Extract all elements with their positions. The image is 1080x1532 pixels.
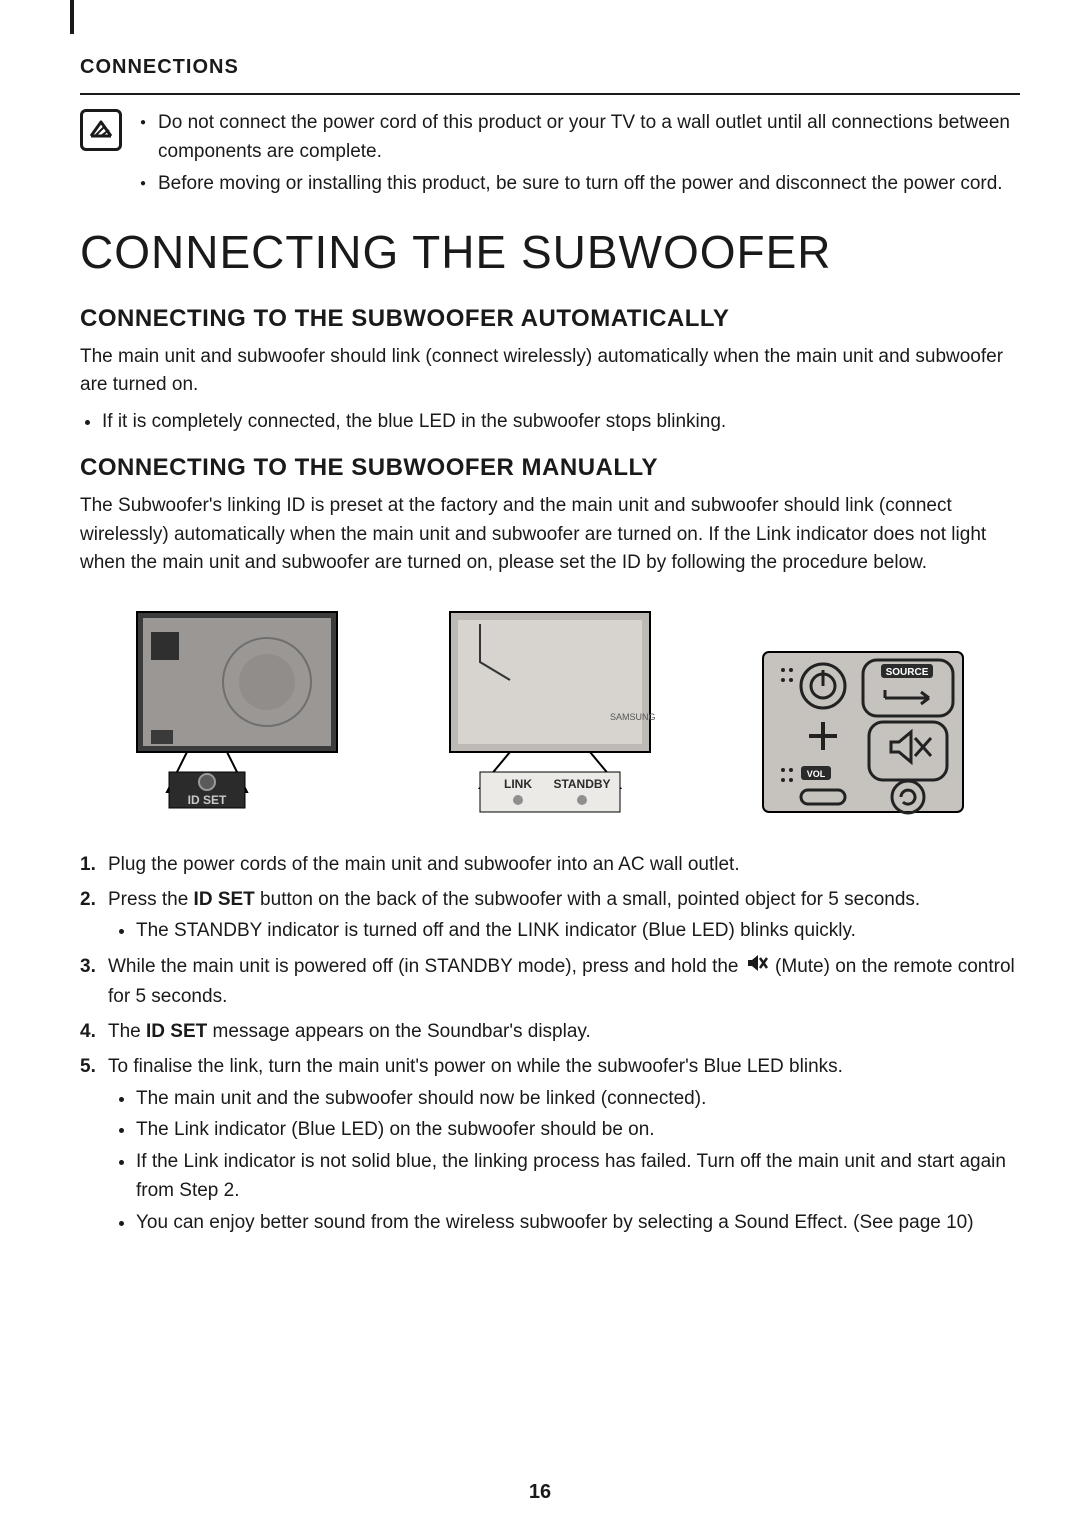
step-text: While the main unit is powered off (in S… — [108, 956, 744, 977]
bullets-auto: If it is completely connected, the blue … — [80, 408, 1020, 437]
sub-bullet-item: You can enjoy better sound from the wire… — [136, 1208, 1020, 1237]
figure-subwoofer: ID SET — [127, 602, 347, 822]
source-label: SOURCE — [886, 667, 929, 678]
sub-bullets: The main unit and the subwoofer should n… — [108, 1084, 1020, 1237]
step-text: button on the back of the subwoofer with… — [255, 889, 920, 910]
note-block: Do not connect the power cord of this pr… — [80, 109, 1020, 203]
page-title: CONNECTING THE SUBWOOFER — [80, 225, 1020, 279]
step-item: Press the ID SET button on the back of t… — [80, 885, 1020, 946]
sub-bullet-item: The main unit and the subwoofer should n… — [136, 1084, 1020, 1113]
sub-bullet-item: The Link indicator (Blue LED) on the sub… — [136, 1115, 1020, 1144]
sub-bullet-item: If the Link indicator is not solid blue,… — [136, 1147, 1020, 1206]
figure-tv: SAMSUNG LINK STANDBY — [440, 602, 660, 822]
step-item: To finalise the link, turn the main unit… — [80, 1052, 1020, 1237]
idset-label: ID SET — [187, 793, 226, 807]
sub-bullet-item: The STANDBY indicator is turned off and … — [136, 916, 1020, 945]
note-item: Before moving or installing this product… — [140, 170, 1020, 199]
step-bold: ID SET — [146, 1021, 207, 1042]
para-manual: The Subwoofer's linking ID is preset at … — [80, 492, 1020, 578]
step-bold: ID SET — [194, 889, 255, 910]
section-label: CONNECTIONS — [80, 56, 1020, 79]
svg-text:SAMSUNG: SAMSUNG — [610, 712, 656, 722]
standby-label: STANDBY — [553, 777, 610, 791]
step-text: Press the — [108, 889, 194, 910]
note-icon — [80, 109, 122, 151]
vol-label: VOL — [807, 769, 826, 779]
para-auto: The main unit and subwoofer should link … — [80, 343, 1020, 400]
step-item: While the main unit is powered off (in S… — [80, 952, 1020, 1011]
step-text: To finalise the link, turn the main unit… — [108, 1056, 843, 1077]
figures-row: ID SET SAMSUNG LINK STANDBY — [80, 602, 1020, 822]
sub-bullets: The STANDBY indicator is turned off and … — [108, 916, 1020, 945]
heading-auto: CONNECTING TO THE SUBWOOFER AUTOMATICALL… — [80, 305, 1020, 333]
heading-manual: CONNECTING TO THE SUBWOOFER MANUALLY — [80, 454, 1020, 482]
bullet-item: If it is completely connected, the blue … — [102, 408, 1020, 437]
mute-icon — [746, 952, 768, 981]
step-item: The ID SET message appears on the Soundb… — [80, 1017, 1020, 1046]
steps-list: Plug the power cords of the main unit an… — [80, 850, 1020, 1238]
step-text: The — [108, 1021, 146, 1042]
link-label: LINK — [504, 777, 532, 791]
divider — [80, 93, 1020, 95]
note-list: Do not connect the power cord of this pr… — [140, 109, 1020, 203]
figure-remote: SOURCE VOL — [753, 642, 973, 822]
page-number: 16 — [0, 1481, 1080, 1504]
note-item: Do not connect the power cord of this pr… — [140, 109, 1020, 166]
side-mark — [70, 0, 74, 34]
step-item: Plug the power cords of the main unit an… — [80, 850, 1020, 879]
step-text: message appears on the Soundbar's displa… — [207, 1021, 591, 1042]
